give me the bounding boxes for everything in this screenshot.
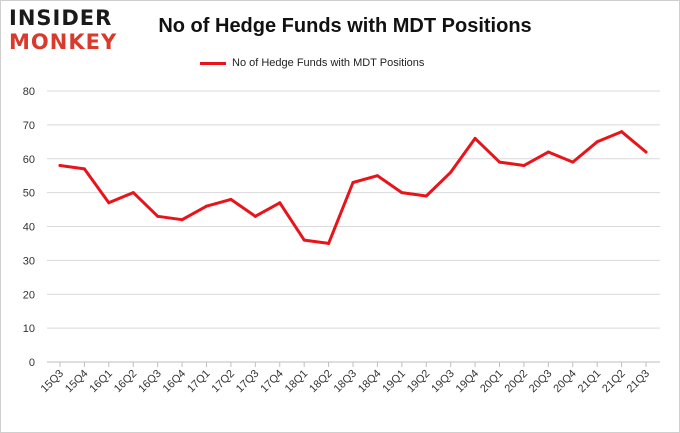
x-tick-label: 17Q3 xyxy=(234,368,262,396)
y-tick-label: 20 xyxy=(23,289,35,301)
x-tick-label: 21Q2 xyxy=(600,368,628,396)
x-tick-label: 19Q2 xyxy=(405,368,433,396)
x-tick-label: 15Q4 xyxy=(63,368,91,396)
x-tick-label: 15Q3 xyxy=(39,368,67,396)
data-point xyxy=(107,201,111,205)
data-point xyxy=(180,218,184,222)
data-point xyxy=(400,191,404,195)
x-tick-label: 16Q2 xyxy=(112,368,140,396)
data-point xyxy=(522,164,526,168)
x-tick-label: 20Q2 xyxy=(503,368,531,396)
x-tick-label: 19Q1 xyxy=(380,368,408,396)
chart-title: No of Hedge Funds with MDT Positions xyxy=(158,15,532,37)
x-tick-label: 21Q1 xyxy=(576,368,604,396)
x-tick-label: 20Q1 xyxy=(478,368,506,396)
x-tick-label: 16Q4 xyxy=(161,368,189,396)
data-point xyxy=(58,164,62,168)
x-tick-label: 18Q4 xyxy=(356,368,384,396)
insider-monkey-logo: INSIDER MONKEY xyxy=(9,8,127,58)
logo-text-insider: INSIDER xyxy=(9,6,113,30)
data-point xyxy=(131,191,135,195)
legend-label: No of Hedge Funds with MDT Positions xyxy=(232,57,425,69)
y-tick-label: 70 xyxy=(23,120,35,132)
data-point xyxy=(278,201,282,205)
y-tick-label: 0 xyxy=(29,357,35,369)
data-point xyxy=(82,167,86,171)
x-tick-label: 17Q2 xyxy=(210,368,238,396)
data-point xyxy=(229,197,233,201)
x-tick-label: 20Q4 xyxy=(551,368,579,396)
data-point xyxy=(644,150,648,154)
data-point xyxy=(205,204,208,208)
data-point xyxy=(302,238,306,242)
y-tick-label: 80 xyxy=(23,86,35,98)
data-point xyxy=(424,194,428,198)
data-point xyxy=(327,241,331,245)
y-tick-label: 30 xyxy=(23,255,35,267)
data-point xyxy=(595,140,599,144)
y-tick-label: 40 xyxy=(23,222,35,234)
data-point xyxy=(156,214,160,218)
data-point xyxy=(351,180,355,184)
data-point xyxy=(498,160,501,164)
logo-text-monkey: MONKEY xyxy=(9,30,118,54)
x-tick-label: 17Q1 xyxy=(185,368,213,396)
x-tick-label: 19Q4 xyxy=(454,368,482,396)
x-tick-label: 16Q1 xyxy=(87,368,115,396)
x-tick-label: 20Q3 xyxy=(527,368,555,396)
data-point xyxy=(375,174,379,178)
x-tick-label: 17Q4 xyxy=(258,368,286,396)
x-tick-label: 19Q3 xyxy=(429,368,457,396)
data-point xyxy=(620,130,624,134)
data-point xyxy=(473,136,477,140)
chart-legend: No of Hedge Funds with MDT Positions xyxy=(200,56,424,70)
x-tick-label: 21Q3 xyxy=(625,368,653,396)
data-point xyxy=(571,160,575,164)
x-tick-label: 18Q3 xyxy=(332,368,360,396)
x-tick-label: 16Q3 xyxy=(136,368,164,396)
y-tick-label: 10 xyxy=(23,323,35,335)
y-tick-label: 50 xyxy=(23,188,35,200)
y-tick-label: 60 xyxy=(23,154,35,166)
data-point xyxy=(449,170,453,174)
data-point xyxy=(253,214,257,218)
legend-swatch xyxy=(200,61,226,65)
x-tick-label: 18Q2 xyxy=(307,368,335,396)
data-point xyxy=(546,150,550,154)
x-tick-label: 18Q1 xyxy=(283,368,311,396)
